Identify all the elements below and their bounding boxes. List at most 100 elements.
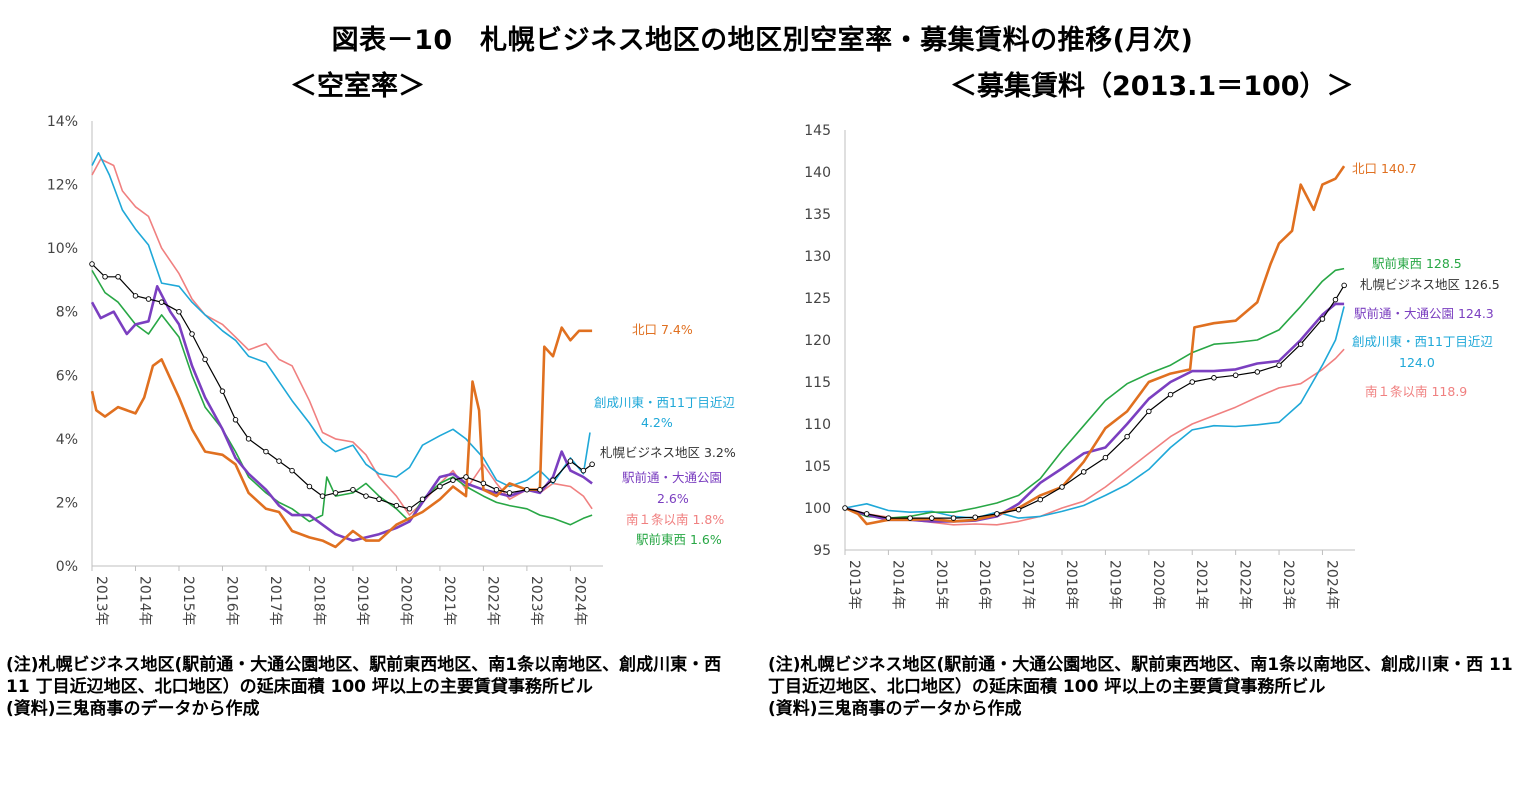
series-marker [1319,316,1326,322]
series-line-創成川東・西11丁目近辺 [91,152,591,488]
series-marker [480,480,487,487]
series-marker [158,299,165,305]
x-tick-label: 2021年 [1193,560,1209,610]
series-marker [463,474,469,480]
y-tick-label: 135 [804,207,831,223]
series-end-label: 南１条以南 1.8% [626,512,724,527]
series-end-label: 札幌ビジネス地区 3.2% [600,445,736,460]
series-marker [524,486,530,493]
x-tick-label: 2020年 [397,576,413,626]
series-end-label: 駅前東西 1.6% [636,532,722,547]
y-tick-label: 130 [804,249,831,265]
series-marker [350,486,356,493]
series-marker [245,436,252,442]
x-tick-label: 2014年 [889,560,905,610]
x-tick-label: 2023年 [528,576,544,626]
y-tick-label: 6% [56,368,78,384]
series-marker [1167,391,1174,398]
series-marker [1211,375,1217,381]
series-marker [950,515,957,521]
y-tick-label: 100 [804,501,831,517]
vacancy-rate-chart: 0% 2% 4% 6% 8% 10% 12% 14% 2013年 2014年 2015年 2016年 2… [47,114,736,626]
series-marker [907,515,913,521]
series-line-駅前東西 [91,269,593,526]
x-tick-label: 2020年 [1150,560,1166,610]
series-marker [493,486,500,493]
y-tick-label: 8% [56,305,78,321]
series-marker [885,515,892,521]
series-marker [276,458,282,464]
series-marker [393,502,400,509]
series-line-駅前通・大通公園 [90,284,593,542]
series-marker [1102,454,1109,461]
series-end-label: 創成川東・西11丁目近辺 [594,395,735,410]
y-tick-label: 14% [47,114,78,130]
y-tick-label: 115 [804,375,831,391]
left-chart-subtitle: ＜空室率＞ [290,71,425,102]
series-marker [289,467,295,474]
right-notes: (注)札幌ビジネス地区(駅前通・大通公園地区、駅前東西地区、南1条以南地区、創成… [768,654,1520,720]
series-marker [929,515,935,521]
series-end-label: 駅前通・大通公園 [622,470,722,485]
x-tick-label: 2017年 [267,576,283,626]
series-line-北口 [844,165,1346,526]
series-marker [1146,408,1152,415]
x-tick-label: 2022年 [484,576,500,626]
series-marker [319,493,326,499]
series-marker [202,356,208,363]
series-marker [363,493,369,499]
y-tick-label: 140 [804,165,831,181]
series-end-label: 駅前通・大通公園 124.3 [1354,306,1494,321]
series-marker [102,274,108,280]
series-line-創成川東・西11丁目近辺 [844,306,1345,519]
series-marker [1341,282,1347,289]
y-tick-label: 110 [804,417,831,433]
series-marker [132,293,139,299]
series-marker [89,261,95,267]
series-marker [145,296,152,302]
series-line-札幌ビジネス地区 [844,285,1345,519]
series-marker [1124,433,1130,440]
series-marker [567,458,574,464]
series-line-駅前通・大通公園 [844,302,1345,523]
series-marker [1015,506,1022,513]
x-tick-label: 2022年 [1237,560,1253,610]
right-note-2: (資料)三鬼商事のデータから作成 [768,699,1022,719]
x-tick-label: 2015年 [933,560,949,610]
series-marker [537,486,543,493]
series-end-label: 駅前東西 128.5 [1372,256,1462,271]
x-tick-label: 2019年 [354,576,370,626]
y-tick-label: 120 [804,333,831,349]
series-marker [1059,484,1065,490]
x-tick-label: 2015年 [180,576,196,626]
series-end-label: 北口 140.7 [1352,161,1417,176]
x-tick-label: 2017年 [1020,560,1036,610]
series-line-札幌ビジネス地区 [91,263,593,510]
series-marker [550,477,556,483]
series-marker [219,388,226,394]
series-marker [1276,362,1282,368]
left-note-2: (資料)三鬼商事のデータから作成 [6,699,260,719]
y-tick-label: 12% [47,178,78,194]
series-marker [263,448,269,455]
series-end-label: 南１条以南 118.9 [1365,384,1467,399]
x-tick-label: 2013年 [93,576,109,626]
series-marker [115,274,121,280]
series-marker [437,483,443,490]
figure-title: 図表－10 札幌ビジネス地区の地区別空室率・募集賃料の推移(月次) [331,25,1194,56]
x-tick-label: 2016年 [223,576,239,626]
y-tick-label: 145 [804,123,831,139]
series-marker [972,514,978,520]
y-tick-label: 95 [813,543,831,559]
series-marker [1189,379,1195,385]
series-marker [450,477,456,483]
series-marker [1332,296,1339,303]
series-marker [406,506,413,512]
x-tick-label: 2014年 [136,576,152,626]
series-marker [189,331,195,337]
y-tick-label: 4% [56,432,78,448]
series-marker [1232,372,1239,379]
series-marker [332,490,339,496]
series-end-label: 北口 7.4% [632,322,693,337]
x-tick-label: 2013年 [846,560,862,610]
